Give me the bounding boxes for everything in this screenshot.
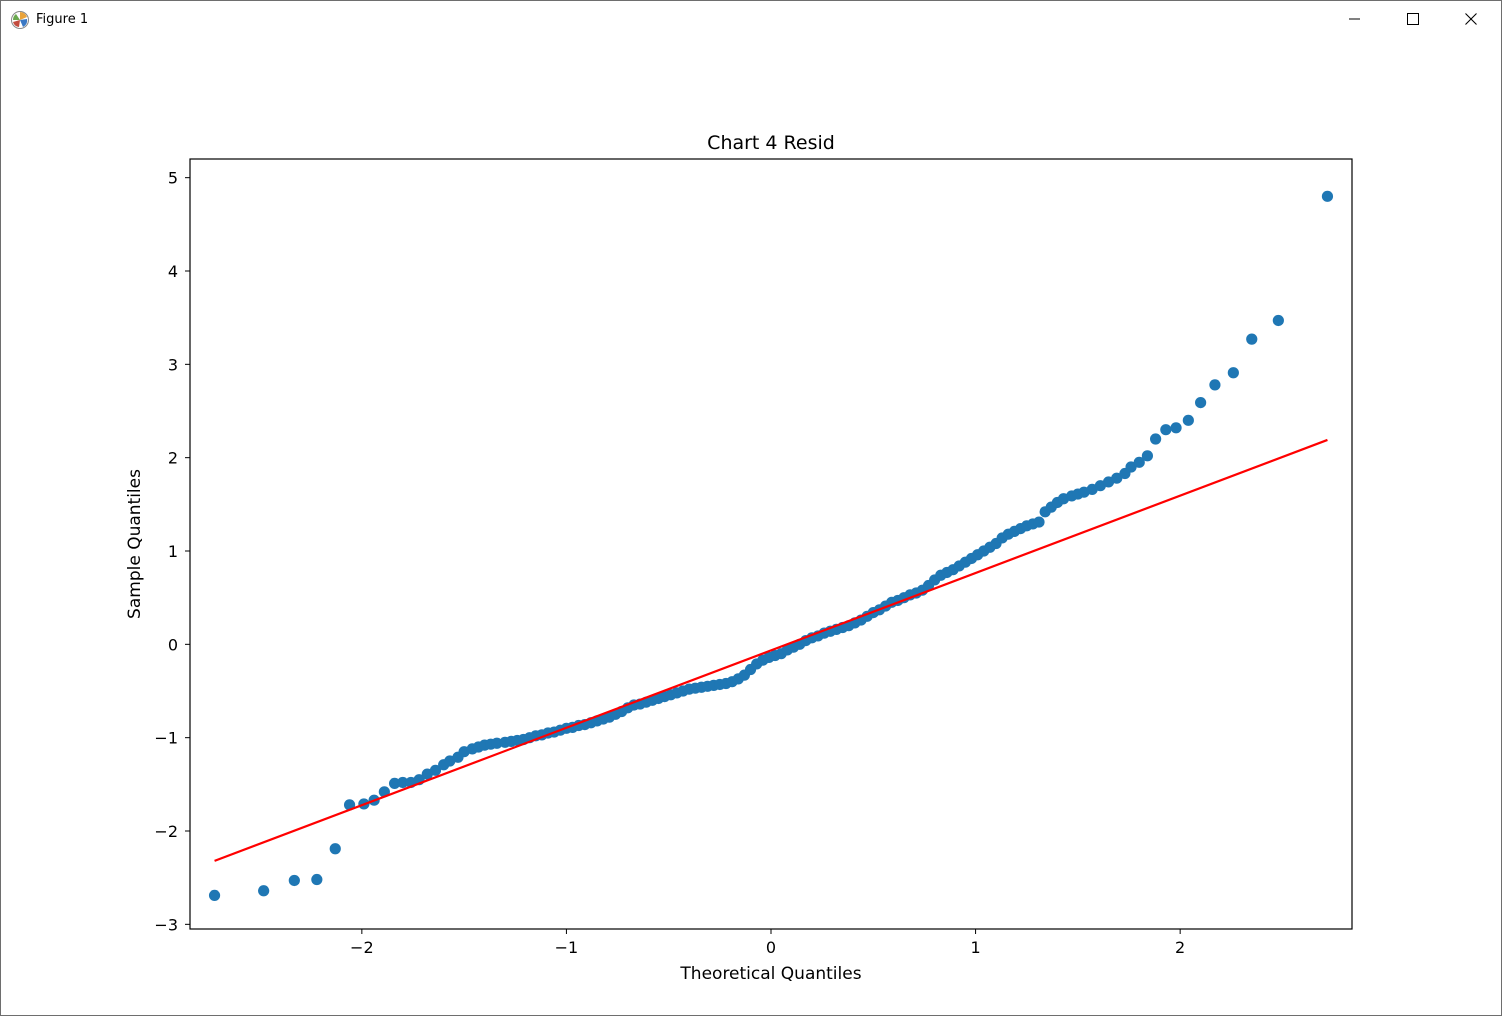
title-bar[interactable]: Figure 1 xyxy=(1,1,1501,37)
data-point xyxy=(429,764,442,776)
figure-canvas: Chart 4 Resid −2 −1 0 1 2 −3 −2 −1 0 1 2 3 4 5 Theoreti… xyxy=(1,37,1501,1015)
data-point xyxy=(329,843,341,855)
x-tick-label: 1 xyxy=(970,938,980,957)
y-tick-label: 3 xyxy=(168,355,178,374)
maximize-button[interactable] xyxy=(1384,1,1442,37)
matplotlib-icon xyxy=(11,11,29,29)
data-point xyxy=(1033,516,1045,528)
data-point xyxy=(311,873,323,886)
data-point xyxy=(1272,314,1284,327)
data-point xyxy=(208,889,221,902)
y-tick-label: −1 xyxy=(154,729,178,748)
data-point xyxy=(288,874,300,887)
close-icon xyxy=(1465,13,1477,25)
x-tick-label: −2 xyxy=(350,938,374,957)
data-point xyxy=(397,776,409,789)
x-tick-label: −1 xyxy=(555,938,579,957)
y-tick-label: 4 xyxy=(168,262,178,281)
x-tick-label: 2 xyxy=(1175,938,1185,957)
data-point xyxy=(1141,450,1154,462)
reference-line xyxy=(214,438,1328,862)
data-point xyxy=(491,737,503,749)
data-point xyxy=(1150,433,1162,445)
data-point xyxy=(1209,379,1221,391)
y-tick-label: 1 xyxy=(168,542,178,561)
qq-plot: Chart 4 Resid −2 −1 0 1 2 −3 −2 −1 0 1 2 3 4 5 Theoreti… xyxy=(125,132,1353,984)
data-point xyxy=(1133,456,1145,468)
data-point xyxy=(1195,397,1207,409)
plot-frame xyxy=(189,158,1353,930)
y-axis-label: Sample Quantiles xyxy=(125,469,145,619)
y-tick-label: 2 xyxy=(168,449,178,468)
data-point xyxy=(1170,422,1182,434)
maximize-icon xyxy=(1407,13,1419,25)
data-point xyxy=(1111,472,1123,484)
y-tick-label: −2 xyxy=(154,822,178,841)
y-tick-label: 0 xyxy=(168,635,178,654)
data-point xyxy=(388,777,401,790)
data-point xyxy=(1182,414,1194,426)
minimize-button[interactable] xyxy=(1326,1,1384,37)
x-tick-label: 0 xyxy=(766,938,776,957)
close-button[interactable] xyxy=(1442,1,1500,37)
data-point xyxy=(1125,461,1137,473)
data-point xyxy=(1227,367,1239,379)
y-tick-label: 5 xyxy=(168,169,178,188)
data-point xyxy=(1160,424,1172,436)
data-point xyxy=(258,885,270,897)
minimize-icon xyxy=(1349,18,1360,20)
data-point xyxy=(1246,333,1258,345)
x-axis-label: Theoretical Quantiles xyxy=(679,964,861,984)
window-title: Figure 1 xyxy=(36,12,89,27)
chart-title: Chart 4 Resid xyxy=(707,132,835,154)
y-tick-label: −3 xyxy=(154,915,178,934)
data-point xyxy=(1321,190,1334,202)
